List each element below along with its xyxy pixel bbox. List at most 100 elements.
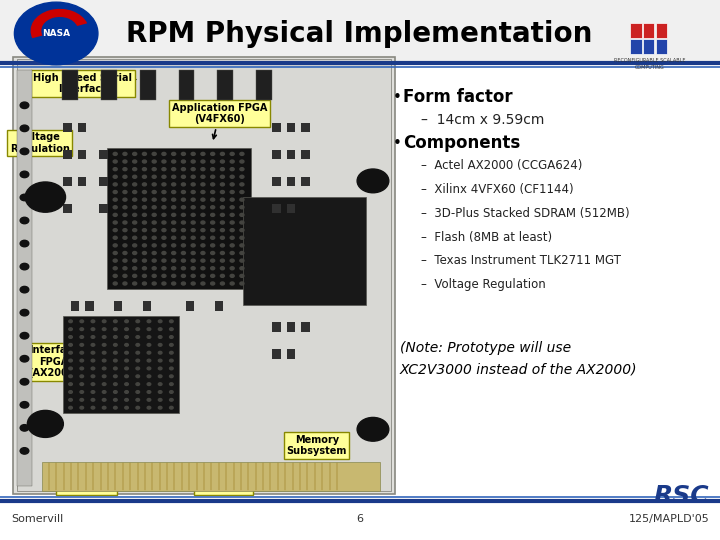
Circle shape bbox=[132, 252, 137, 254]
Circle shape bbox=[201, 252, 205, 254]
Bar bbox=[643, 39, 654, 54]
Text: High Speed Serial
Interface: High Speed Serial Interface bbox=[33, 73, 135, 94]
Circle shape bbox=[220, 198, 225, 201]
Circle shape bbox=[220, 267, 225, 270]
Circle shape bbox=[114, 336, 117, 339]
Circle shape bbox=[136, 383, 140, 386]
Bar bbox=[272, 150, 281, 159]
Bar bbox=[215, 301, 223, 310]
Circle shape bbox=[143, 183, 146, 186]
Circle shape bbox=[192, 183, 195, 186]
Circle shape bbox=[240, 167, 244, 171]
Circle shape bbox=[181, 236, 186, 239]
Circle shape bbox=[181, 259, 186, 262]
Text: –  Voltage Regulation: – Voltage Regulation bbox=[421, 278, 546, 291]
Circle shape bbox=[123, 267, 127, 270]
Circle shape bbox=[123, 274, 127, 278]
Circle shape bbox=[162, 244, 166, 247]
Text: Form factor: Form factor bbox=[403, 88, 513, 106]
Circle shape bbox=[152, 252, 156, 254]
Circle shape bbox=[113, 176, 117, 178]
Circle shape bbox=[132, 236, 137, 239]
Circle shape bbox=[20, 171, 29, 178]
Bar bbox=[99, 150, 108, 159]
Text: Interface
FPGA
(AX2000): Interface FPGA (AX2000) bbox=[29, 345, 93, 379]
Circle shape bbox=[158, 399, 162, 401]
Circle shape bbox=[211, 183, 215, 186]
Circle shape bbox=[201, 191, 205, 193]
Circle shape bbox=[220, 160, 225, 163]
Circle shape bbox=[240, 267, 244, 270]
Circle shape bbox=[102, 399, 106, 401]
Text: Application FPGA
(V4FX60): Application FPGA (V4FX60) bbox=[172, 103, 267, 139]
Circle shape bbox=[114, 375, 117, 377]
Circle shape bbox=[357, 417, 389, 441]
Circle shape bbox=[102, 406, 106, 409]
Circle shape bbox=[171, 198, 176, 201]
Circle shape bbox=[136, 336, 140, 339]
Circle shape bbox=[69, 383, 73, 386]
Circle shape bbox=[20, 424, 29, 431]
Circle shape bbox=[201, 228, 205, 232]
Circle shape bbox=[123, 259, 127, 262]
Circle shape bbox=[201, 206, 205, 209]
Circle shape bbox=[220, 244, 225, 247]
Circle shape bbox=[211, 160, 215, 163]
Circle shape bbox=[20, 148, 29, 154]
Circle shape bbox=[169, 320, 173, 322]
Circle shape bbox=[143, 221, 146, 224]
Circle shape bbox=[125, 359, 128, 362]
Circle shape bbox=[114, 399, 117, 401]
Text: RSC: RSC bbox=[654, 484, 709, 508]
Circle shape bbox=[114, 328, 117, 330]
Circle shape bbox=[147, 352, 150, 354]
Circle shape bbox=[171, 259, 176, 262]
Bar bbox=[217, 70, 233, 100]
Circle shape bbox=[230, 191, 234, 193]
Circle shape bbox=[230, 274, 234, 278]
Circle shape bbox=[171, 206, 176, 209]
Circle shape bbox=[162, 221, 166, 224]
Circle shape bbox=[80, 406, 84, 409]
Circle shape bbox=[181, 244, 186, 247]
Circle shape bbox=[80, 359, 84, 362]
Circle shape bbox=[114, 343, 117, 346]
Circle shape bbox=[123, 206, 127, 209]
Circle shape bbox=[220, 167, 225, 171]
Circle shape bbox=[143, 236, 146, 239]
Circle shape bbox=[230, 244, 234, 247]
Circle shape bbox=[152, 176, 156, 178]
Circle shape bbox=[20, 102, 29, 109]
Bar bbox=[656, 39, 667, 54]
Circle shape bbox=[171, 228, 176, 232]
Circle shape bbox=[143, 274, 146, 278]
Text: •: • bbox=[392, 136, 401, 151]
Circle shape bbox=[171, 160, 176, 163]
Circle shape bbox=[20, 286, 29, 293]
Circle shape bbox=[211, 274, 215, 278]
Circle shape bbox=[192, 213, 195, 217]
Circle shape bbox=[91, 383, 95, 386]
Circle shape bbox=[171, 274, 176, 278]
Circle shape bbox=[91, 406, 95, 409]
Circle shape bbox=[132, 221, 137, 224]
Circle shape bbox=[114, 383, 117, 386]
Bar bbox=[71, 301, 79, 310]
Circle shape bbox=[113, 167, 117, 171]
Circle shape bbox=[91, 343, 95, 346]
Circle shape bbox=[181, 176, 186, 178]
Text: NASA: NASA bbox=[42, 29, 71, 38]
Bar bbox=[114, 301, 122, 310]
Circle shape bbox=[25, 182, 66, 212]
Circle shape bbox=[114, 367, 117, 370]
Circle shape bbox=[147, 328, 150, 330]
Circle shape bbox=[201, 160, 205, 163]
Text: Components: Components bbox=[403, 134, 521, 152]
Circle shape bbox=[20, 125, 29, 132]
Circle shape bbox=[201, 183, 205, 186]
Circle shape bbox=[162, 267, 166, 270]
Circle shape bbox=[240, 274, 244, 278]
Circle shape bbox=[132, 274, 137, 278]
Circle shape bbox=[158, 336, 162, 339]
Circle shape bbox=[220, 176, 225, 178]
